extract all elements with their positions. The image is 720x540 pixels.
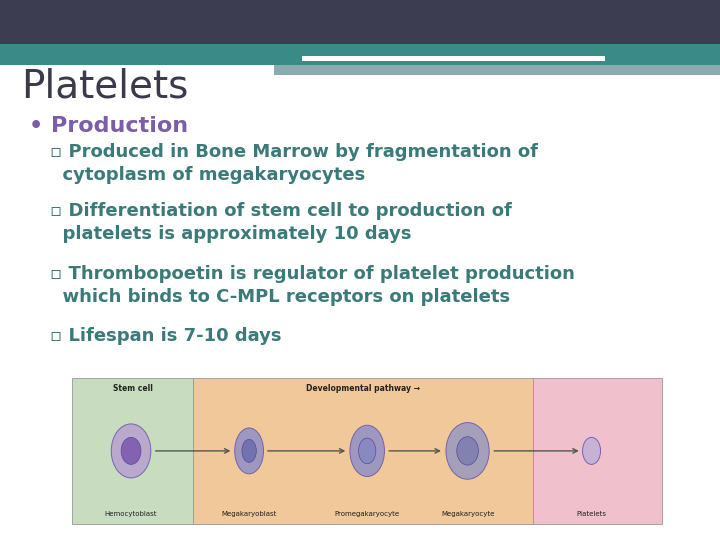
Text: ▫ Differentiation of stem cell to production of
  platelets is approximately 10 : ▫ Differentiation of stem cell to produc…	[50, 202, 512, 244]
Ellipse shape	[359, 438, 376, 464]
Ellipse shape	[235, 428, 264, 474]
Ellipse shape	[111, 424, 151, 478]
Ellipse shape	[121, 437, 141, 464]
Ellipse shape	[350, 426, 384, 476]
Ellipse shape	[446, 422, 489, 480]
Ellipse shape	[242, 440, 256, 462]
Text: Megakaryocyte: Megakaryocyte	[441, 511, 494, 517]
Bar	[533, 378, 662, 524]
Bar	[72, 378, 193, 524]
Text: Hemocytoblast: Hemocytoblast	[105, 511, 157, 517]
Bar	[274, 65, 720, 75]
Text: Platelets: Platelets	[22, 68, 189, 105]
Bar	[193, 378, 533, 524]
Bar	[302, 56, 605, 61]
Text: Developmental pathway →: Developmental pathway →	[306, 384, 420, 394]
Text: Platelets: Platelets	[577, 511, 606, 517]
Text: ▫ Thrombopoetin is regulator of platelet production
  which binds to C-MPL recep: ▫ Thrombopoetin is regulator of platelet…	[50, 265, 575, 306]
Text: • Production: • Production	[29, 116, 188, 136]
Text: ▫ Produced in Bone Marrow by fragmentation of
  cytoplasm of megakaryocytes: ▫ Produced in Bone Marrow by fragmentati…	[50, 143, 539, 184]
Text: Promegakaryocyte: Promegakaryocyte	[335, 511, 400, 517]
Text: Megakaryoblast: Megakaryoblast	[222, 511, 276, 517]
Bar	[0, 0, 720, 46]
Text: ▫ Lifespan is 7-10 days: ▫ Lifespan is 7-10 days	[50, 327, 282, 345]
Bar	[0, 44, 720, 65]
Ellipse shape	[582, 437, 600, 464]
Ellipse shape	[456, 437, 478, 465]
Text: Stem cell: Stem cell	[112, 384, 153, 394]
